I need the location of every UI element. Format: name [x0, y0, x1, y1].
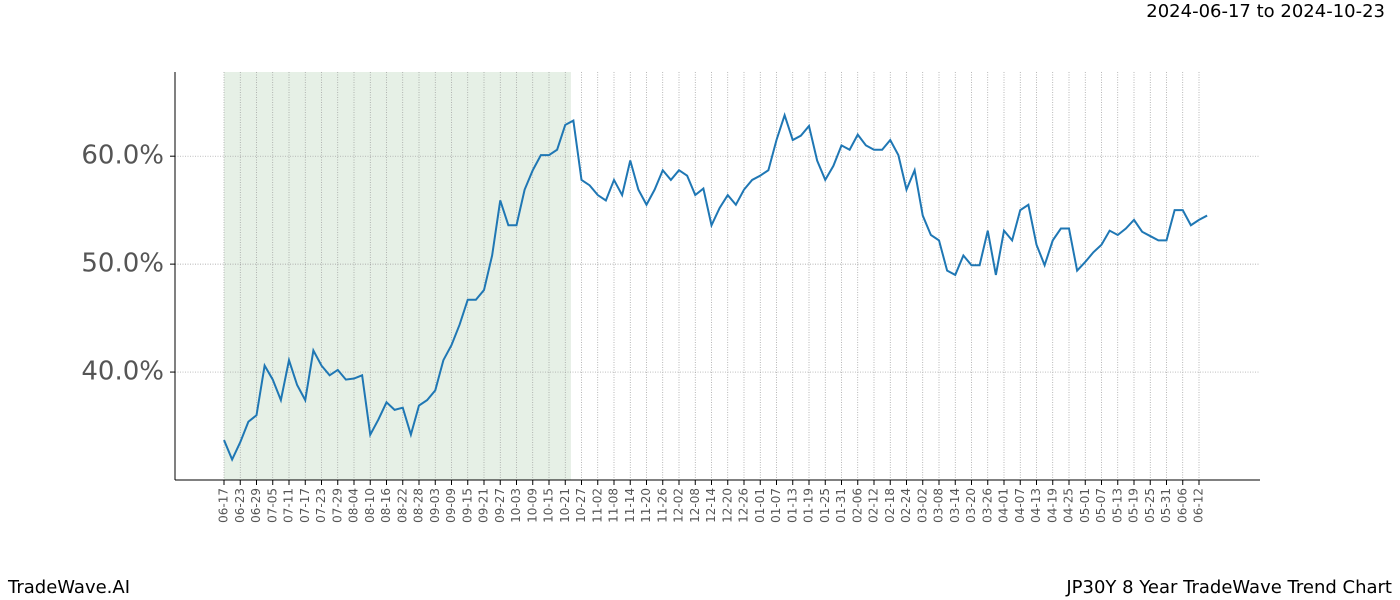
x-tick-label: 06-23 — [233, 488, 247, 523]
x-tick-label: 02-12 — [867, 488, 881, 523]
x-tick-label: 01-13 — [785, 488, 799, 523]
x-tick-label: 07-17 — [298, 488, 312, 523]
x-tick-label: 03-14 — [948, 488, 962, 523]
x-tick-label: 06-06 — [1175, 488, 1189, 523]
x-tick-label: 12-02 — [672, 488, 686, 523]
x-tick-label: 06-12 — [1192, 488, 1206, 523]
highlight-span — [224, 72, 571, 480]
x-tick-label: 07-05 — [265, 488, 279, 523]
x-tick-label: 08-28 — [412, 488, 426, 523]
x-tick-label: 09-15 — [460, 488, 474, 523]
y-tick-label: 50.0% — [81, 249, 164, 279]
x-tick-label: 04-25 — [1062, 488, 1076, 523]
y-tick-label: 60.0% — [81, 141, 164, 171]
x-tick-label: 07-11 — [282, 488, 296, 523]
x-tick-label: 09-21 — [477, 488, 491, 523]
x-tick-label: 12-20 — [720, 488, 734, 523]
x-tick-label: 02-06 — [850, 488, 864, 523]
y-tick-label: 40.0% — [81, 357, 164, 387]
x-tick-label: 11-26 — [655, 488, 669, 523]
x-tick-label: 01-07 — [769, 488, 783, 523]
x-tick-label: 01-25 — [818, 488, 832, 523]
x-tick-label: 12-08 — [688, 488, 702, 523]
trend-line — [223, 111, 1208, 462]
x-tick-label: 11-02 — [590, 488, 604, 523]
x-tick-label: 11-08 — [607, 488, 621, 523]
x-tick-label: 03-20 — [964, 488, 978, 523]
x-tick-label: 11-20 — [639, 488, 653, 523]
x-tick-label: 05-07 — [1094, 488, 1108, 523]
x-tick-label: 03-08 — [932, 488, 946, 523]
x-tick-label: 08-16 — [379, 488, 393, 523]
x-tick-label: 01-19 — [802, 488, 816, 523]
x-tick-label: 12-14 — [704, 488, 718, 523]
x-tick-label: 04-07 — [1013, 488, 1027, 523]
x-tick-label: 09-27 — [493, 488, 507, 523]
x-tick-label: 07-29 — [330, 488, 344, 523]
x-tick-label: 03-26 — [980, 488, 994, 523]
x-tick-label: 08-04 — [347, 488, 361, 523]
x-tick-label: 05-01 — [1078, 488, 1092, 523]
brand: TradeWave.AI — [7, 577, 130, 598]
caption: JP30Y 8 Year TradeWave Trend Chart — [1065, 577, 1392, 598]
x-tick-label: 10-03 — [509, 488, 523, 523]
x-tick-label: 04-19 — [1045, 488, 1059, 523]
x-tick-label: 09-03 — [428, 488, 442, 523]
x-tick-label: 08-10 — [363, 488, 377, 523]
x-tick-label: 10-09 — [525, 488, 539, 523]
x-tick-label: 11-14 — [623, 488, 637, 523]
x-tick-label: 05-19 — [1127, 488, 1141, 523]
x-tick-label: 05-31 — [1159, 488, 1173, 523]
x-tick-label: 09-09 — [444, 488, 458, 523]
x-tick-label: 01-31 — [834, 488, 848, 523]
x-tick-label: 02-24 — [899, 488, 913, 523]
x-tick-label: 06-17 — [217, 488, 231, 523]
date-range: 2024-06-17 to 2024-10-23 — [1146, 1, 1385, 22]
x-tick-label: 08-22 — [395, 488, 409, 523]
x-tick-label: 02-18 — [883, 488, 897, 523]
x-tick-label: 07-23 — [314, 488, 328, 523]
x-tick-label: 10-27 — [574, 488, 588, 523]
x-tick-label: 03-02 — [915, 488, 929, 523]
x-tick-label: 05-13 — [1110, 488, 1124, 523]
x-tick-label: 05-25 — [1143, 488, 1157, 523]
x-tick-label: 10-21 — [558, 488, 572, 523]
x-tick-label: 06-29 — [249, 488, 263, 523]
x-tick-label: 12-26 — [737, 488, 751, 523]
x-tick-label: 04-13 — [1029, 488, 1043, 523]
x-tick-label: 04-01 — [997, 488, 1011, 523]
x-tick-label: 10-15 — [542, 488, 556, 523]
x-tick-label: 01-01 — [753, 488, 767, 523]
